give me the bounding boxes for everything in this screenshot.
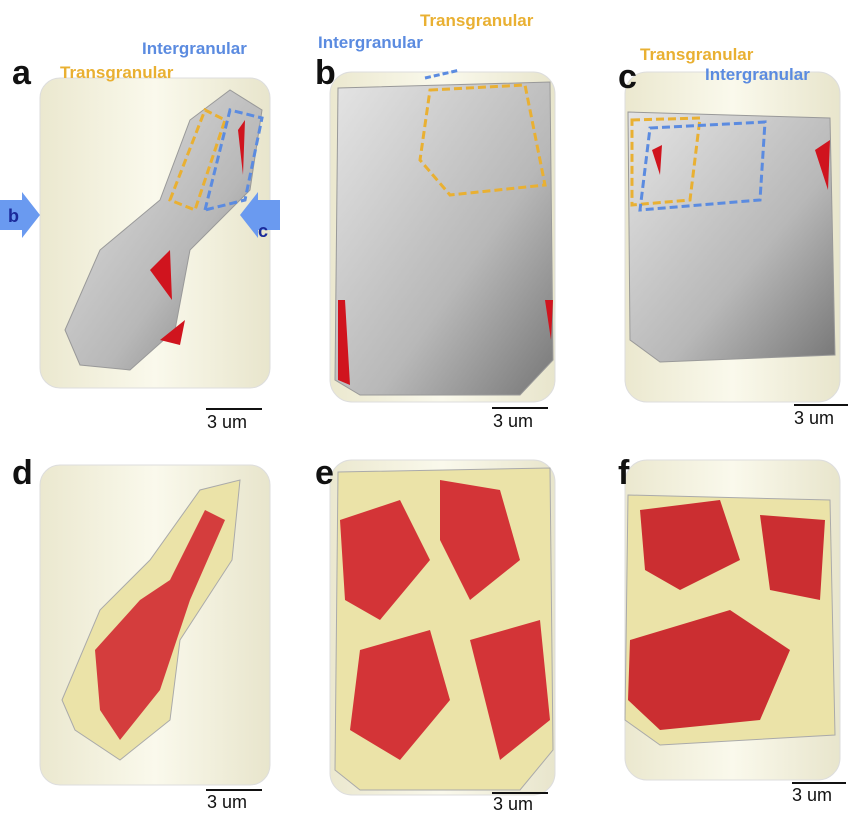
scale-bar-label: 3 um: [493, 411, 533, 431]
annotation: Intergranular: [318, 33, 423, 52]
panel-label: e: [315, 454, 334, 492]
fracture-surface: [335, 82, 553, 395]
scale-bar-label: 3 um: [792, 785, 832, 805]
panel-d: d 3 um: [12, 454, 270, 812]
panel-a: b c a Transgranular Intergranular 3 um: [0, 39, 280, 432]
panel-label: c: [618, 58, 637, 96]
annotation: Transgranular: [420, 11, 534, 30]
view-arrow: [0, 192, 40, 238]
panel-e: e 3 um: [315, 454, 555, 814]
panel-label: f: [618, 454, 630, 492]
scale-bar-label: 3 um: [207, 792, 247, 812]
panel-label: d: [12, 454, 33, 492]
panel-b: b Intergranular Transgranular 3 um: [315, 11, 555, 431]
annotation: Intergranular: [142, 39, 247, 58]
panel-label: b: [315, 54, 336, 92]
panel-c: c Transgranular Intergranular 3 um: [618, 45, 848, 428]
annotation: Transgranular: [60, 63, 174, 82]
view-marker: c: [258, 221, 268, 241]
scale-bar-label: 3 um: [493, 794, 533, 814]
figure: b c a Transgranular Intergranular 3 um b…: [0, 0, 848, 814]
view-marker: b: [8, 206, 19, 226]
panel-f: f 3 um: [618, 454, 846, 805]
scale-bar-label: 3 um: [794, 408, 834, 428]
scale-bar-label: 3 um: [207, 412, 247, 432]
annotation: Transgranular: [640, 45, 754, 64]
annotation: Intergranular: [705, 65, 810, 84]
panel-label: a: [12, 54, 32, 92]
